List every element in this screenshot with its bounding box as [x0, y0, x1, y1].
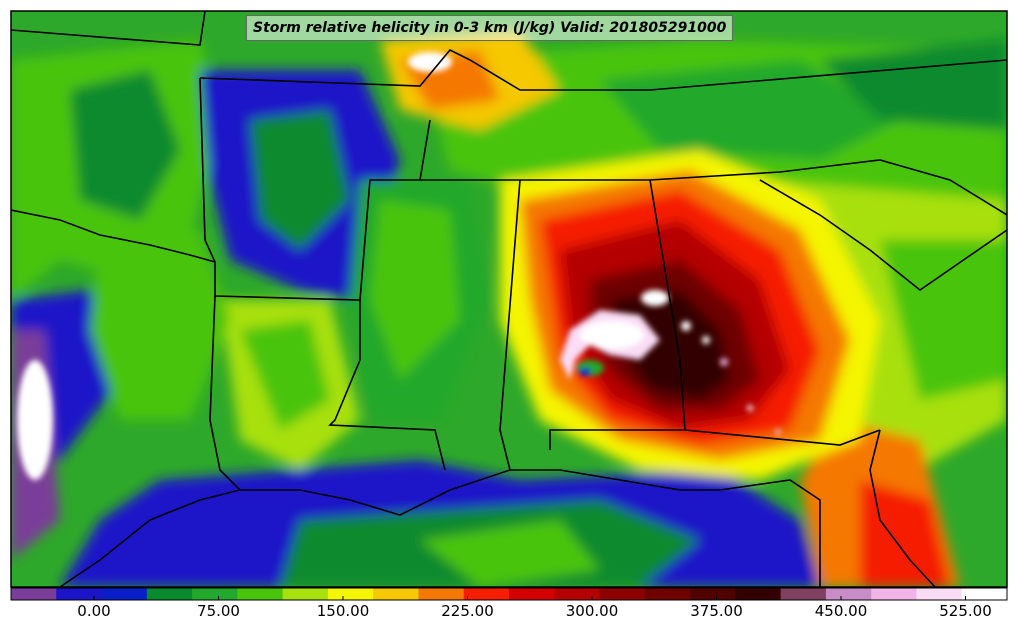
colorbar-segment [418, 588, 465, 600]
map-title: Storm relative helicity in 0-3 km (J/kg)… [246, 15, 734, 41]
colorbar-tick-label: 75.00 [197, 602, 240, 620]
colorbar-segment [101, 588, 148, 600]
colorbar-tick-label: 150.00 [316, 602, 370, 620]
colorbar-segment [56, 588, 103, 600]
colorbar-segment [11, 588, 57, 600]
colorbar-segment [735, 588, 782, 600]
colorbar-segment [192, 588, 238, 600]
colorbar-segment [373, 588, 419, 600]
colorbar-segment [916, 588, 963, 600]
colorbar-frame [10, 587, 1008, 601]
colorbar-tick-label: 0.00 [77, 602, 111, 620]
colorbar-segment [825, 588, 872, 600]
colorbar-segment [644, 588, 691, 600]
colorbar-segment [463, 588, 510, 600]
plot-frame [10, 10, 1008, 588]
field-layer [11, 11, 1007, 587]
colorbar-tick-label: 300.00 [565, 602, 619, 620]
colorbar [11, 588, 1008, 600]
state-borders [11, 11, 1007, 587]
colorbar-segment [554, 588, 601, 600]
colorbar-segment [871, 588, 917, 600]
colorbar-segment [780, 588, 827, 600]
colorbar-tick-label: 450.00 [814, 602, 868, 620]
colorbar-segment [282, 588, 329, 600]
colorbar-segment [237, 588, 284, 600]
colorbar-segment [690, 588, 736, 600]
colorbar-tick-label: 525.00 [939, 602, 992, 620]
colorbar-tick-label: 225.00 [441, 602, 494, 620]
colorbar-segment [146, 588, 193, 600]
colorbar-segment [599, 588, 646, 600]
colorbar-segment [509, 588, 555, 600]
colorbar-segment [327, 588, 374, 600]
colorbar-tick-label: 375.00 [690, 602, 743, 620]
colorbar-ticks [93, 596, 966, 600]
colorbar-segment [961, 588, 1008, 600]
